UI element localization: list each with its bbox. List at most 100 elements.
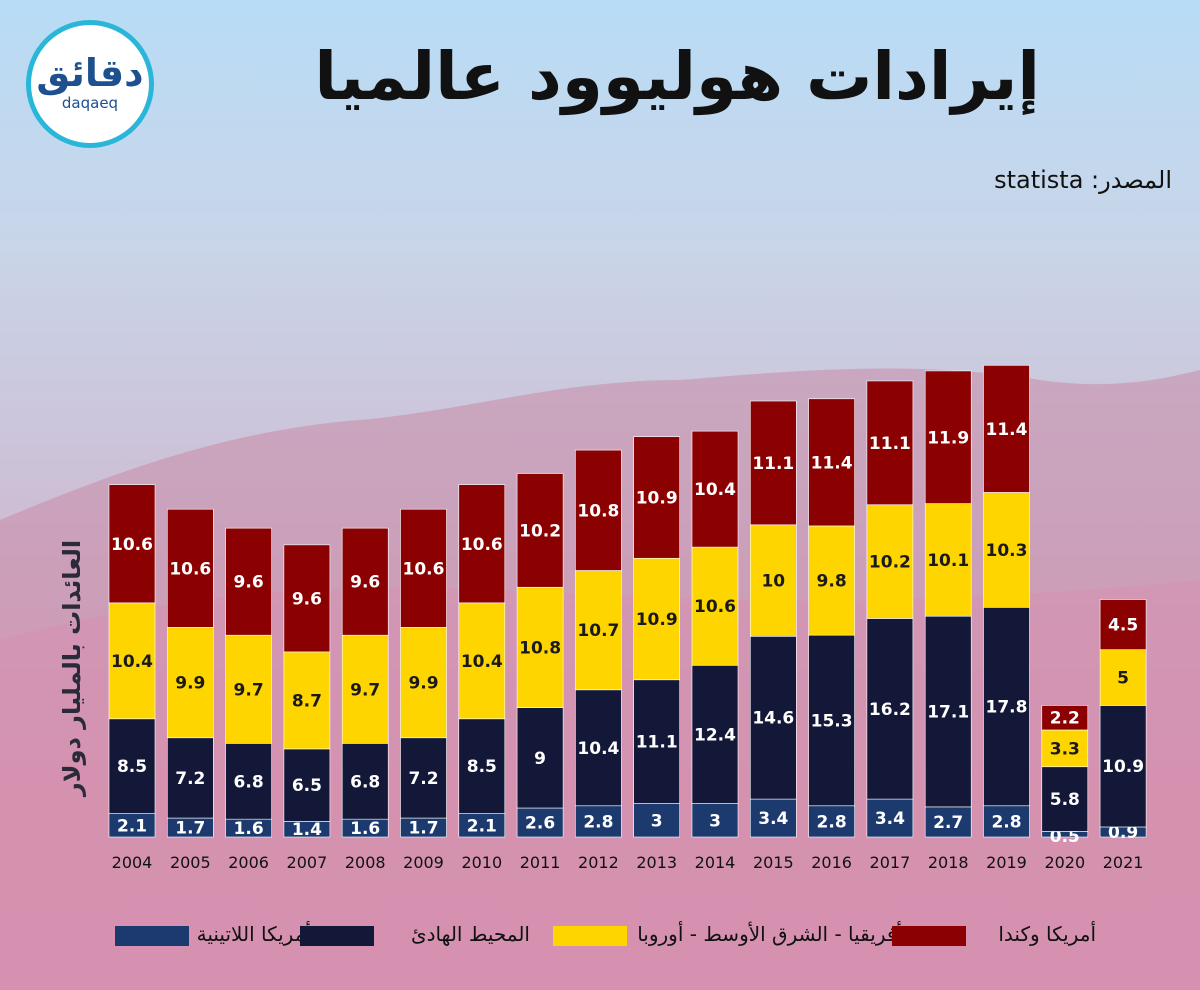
x-tick-2017: 2017	[870, 853, 911, 872]
data-label-us_canada-2008: 9.6	[350, 573, 380, 593]
data-label-us_canada-2005: 10.6	[169, 559, 211, 579]
data-label-emea-2013: 10.9	[636, 610, 678, 630]
data-label-asia_pacific-2018: 17.1	[927, 703, 969, 723]
x-tick-2006: 2006	[228, 853, 269, 872]
data-label-latin_america-2010: 2.1	[467, 816, 497, 836]
data-label-latin_america-2019: 2.8	[991, 812, 1021, 832]
bar-stack-2018: 2.7 17.1 10.1 11.9	[924, 370, 972, 838]
brand-logo: دقائق daqaeq	[26, 20, 154, 148]
data-label-emea-2009: 9.9	[408, 674, 438, 694]
brand-name-ar: دقائق	[36, 51, 144, 95]
x-tick-2021: 2021	[1103, 853, 1144, 872]
bar-stack-2009: 1.7 7.2 9.9 10.6	[400, 508, 447, 839]
data-label-us_canada-2004: 10.6	[111, 535, 153, 555]
bar-stack-2019: 2.8 17.8 10.3 11.4	[983, 365, 1030, 838]
data-label-asia_pacific-2006: 6.8	[234, 772, 264, 792]
bar-stack-2010: 2.1 8.5 10.4 10.6	[458, 484, 506, 838]
x-tick-2005: 2005	[170, 853, 211, 872]
data-label-latin_america-2008: 1.6	[350, 819, 380, 839]
bar-stack-2011: 2.6 9 10.8 10.2	[516, 473, 564, 838]
x-tick-2014: 2014	[695, 853, 736, 872]
data-label-latin_america-2004: 2.1	[117, 816, 147, 836]
data-label-emea-2020: 3.3	[1050, 739, 1080, 759]
data-label-asia_pacific-2013: 11.1	[636, 733, 678, 753]
data-label-us_canada-2012: 10.8	[577, 501, 619, 521]
bar-segment-asia_pacific-2007	[283, 748, 331, 822]
data-label-emea-2007: 8.7	[292, 691, 322, 711]
data-label-emea-2019: 10.3	[986, 541, 1028, 561]
bar-segment-asia_pacific-2018	[924, 615, 972, 808]
bar-segment-emea-2017	[866, 504, 914, 619]
bar-segment-asia_pacific-2021	[1099, 705, 1147, 828]
bar-segment-us_canada-2013	[633, 436, 681, 559]
bar-segment-us_canada-2009	[400, 508, 447, 628]
bar-segment-emea-2015	[749, 524, 797, 637]
data-label-latin_america-2015: 3.4	[758, 809, 788, 829]
bar-segment-asia_pacific-2013	[633, 679, 681, 804]
data-label-us_canada-2016: 11.4	[811, 453, 853, 473]
data-label-latin_america-2006: 1.6	[234, 819, 264, 839]
legend-swatch-us_canada	[892, 926, 966, 946]
data-label-us_canada-2019: 11.4	[986, 420, 1028, 440]
source-label: المصدر:	[1091, 166, 1172, 194]
data-label-asia_pacific-2008: 6.8	[350, 772, 380, 792]
bar-segment-asia_pacific-2015	[749, 635, 797, 800]
legend-swatch-asia_pacific	[300, 926, 374, 946]
bar-segment-us_canada-2007	[283, 544, 331, 653]
data-label-us_canada-2018: 11.9	[927, 428, 969, 448]
data-label-emea-2015: 10	[761, 572, 785, 592]
bar-stack-2020: 0.5 5.8 3.3 2.2	[1041, 705, 1089, 847]
x-tick-2016: 2016	[811, 853, 852, 872]
legend: أمريكا اللاتينية المحيط الهادئ أفريقيا - ا…	[0, 918, 1200, 958]
data-label-latin_america-2018: 2.7	[933, 813, 963, 833]
data-label-asia_pacific-2004: 8.5	[117, 757, 147, 777]
data-label-emea-2005: 9.9	[175, 674, 205, 694]
bar-segment-asia_pacific-2011	[516, 707, 564, 809]
x-tick-labels: 2004 2005 2006 2007 2008 2009 2010 2011 2012 2013…	[112, 853, 1144, 872]
legend-label-emea: أفريقيا - الشرق الأوسط - أوروبا	[637, 922, 902, 946]
bar-segment-emea-2004	[108, 602, 156, 720]
bar-segment-asia_pacific-2006	[225, 743, 272, 820]
bar-segment-us_canada-2015	[749, 400, 797, 526]
data-label-latin_america-2005: 1.7	[175, 819, 205, 839]
bars-layer: 2.18.510.410.61.77.29.910.61.66.89.79.61…	[108, 365, 1147, 847]
data-label-asia_pacific-2021: 10.9	[1102, 757, 1144, 777]
bar-segment-us_canada-2008	[341, 527, 389, 636]
data-label-asia_pacific-2009: 7.2	[408, 769, 438, 789]
bar-segment-asia_pacific-2010	[458, 718, 506, 814]
bar-stack-2012: 2.8 10.4 10.7 10.8	[575, 449, 622, 838]
data-label-emea-2012: 10.7	[577, 621, 619, 641]
bar-segment-emea-2018	[924, 503, 972, 617]
bar-segment-latin_america-2015	[749, 798, 797, 838]
data-label-latin_america-2012: 2.8	[583, 812, 613, 832]
bar-segment-us_canada-2012	[575, 449, 622, 571]
data-label-asia_pacific-2016: 15.3	[811, 711, 853, 731]
bar-segment-us_canada-2016	[808, 398, 855, 527]
x-tick-2008: 2008	[345, 853, 386, 872]
data-label-latin_america-2016: 2.8	[817, 812, 847, 832]
data-label-latin_america-2007: 1.4	[292, 820, 322, 840]
data-label-emea-2008: 9.7	[350, 680, 380, 700]
bar-segment-latin_america-2013	[633, 803, 681, 838]
legend-swatch-latin_america	[115, 926, 189, 946]
bar-segment-asia_pacific-2012	[575, 689, 622, 807]
bar-segment-us_canada-2020	[1041, 705, 1089, 731]
bar-segment-latin_america-2017	[866, 798, 914, 838]
y-axis-label: العائدات بالمليار دولار	[58, 540, 86, 797]
x-tick-2019: 2019	[986, 853, 1027, 872]
data-label-latin_america-2014: 3	[709, 811, 721, 831]
source-line: المصدر: statista	[994, 166, 1172, 194]
bar-stack-2005: 1.7 7.2 9.9 10.6	[167, 508, 214, 839]
bar-stack-2014: 3 12.4 10.6 10.4	[691, 430, 739, 838]
data-label-asia_pacific-2012: 10.4	[577, 739, 619, 759]
x-tick-2004: 2004	[112, 853, 153, 872]
data-label-us_canada-2010: 10.6	[461, 535, 503, 555]
data-label-asia_pacific-2014: 12.4	[694, 725, 736, 745]
bar-segment-emea-2014	[691, 546, 739, 666]
data-label-us_canada-2014: 10.4	[694, 480, 736, 500]
data-label-emea-2004: 10.4	[111, 652, 153, 672]
data-label-latin_america-2017: 3.4	[875, 809, 905, 829]
bar-segment-us_canada-2014	[691, 430, 739, 548]
data-label-emea-2021: 5	[1117, 669, 1129, 689]
